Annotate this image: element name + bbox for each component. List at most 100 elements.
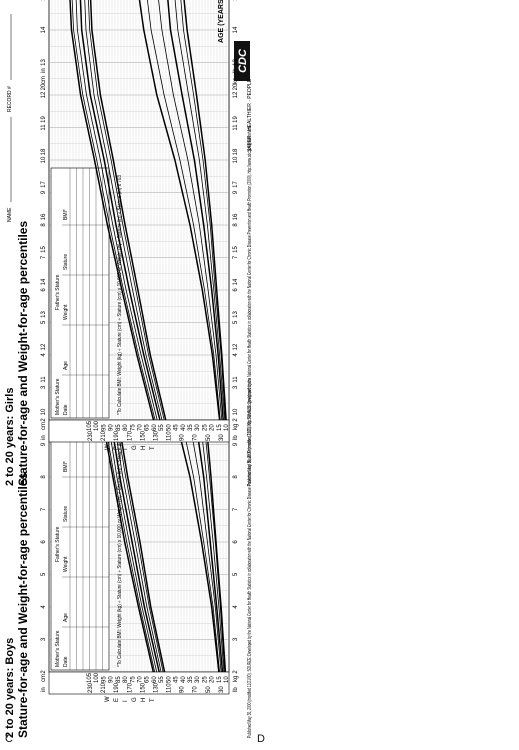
age-tick-top: 8 — [41, 223, 47, 227]
weight-p75-line — [148, 0, 223, 421]
age-tick-top: 10 — [41, 408, 47, 415]
age-tick-bottom: 3 — [233, 385, 239, 389]
weight-p5-line — [175, 0, 227, 421]
weight-lb-tick: 230 — [88, 682, 94, 693]
weight-kg-tick: 75 — [130, 676, 136, 683]
weight-kg-tick: 65 — [145, 676, 151, 683]
unit-in: in — [41, 68, 47, 73]
age-tick-top: 5 — [41, 572, 47, 576]
measurement-table — [50, 167, 110, 419]
panel-letter-c: C — [5, 733, 13, 745]
age-tick-bottom: 11 — [233, 376, 239, 383]
age-tick-top: 9 — [41, 190, 47, 194]
age-tick-top: 12 — [41, 91, 47, 98]
weight-kg-tick: 15 — [217, 424, 223, 431]
table-header-5: BMI* — [63, 209, 69, 220]
stature-p95-line — [65, 0, 155, 421]
age-tick-top: 3 — [41, 637, 47, 641]
weight-kg-tick: 15 — [217, 676, 223, 683]
weight-lb-tick: 190 — [114, 682, 120, 693]
table-header-3: Weight — [63, 556, 69, 572]
left-axis-strip — [48, 419, 230, 443]
weight-letter: G — [132, 445, 138, 450]
age-tick-bottom: 13 — [233, 59, 239, 66]
left-axis-strip — [48, 671, 230, 695]
weight-lb-tick: 110 — [167, 683, 173, 693]
weight-lb-tick: 130 — [153, 682, 159, 693]
unit-in-left: in — [41, 435, 47, 440]
age-tick-bottom: 6 — [233, 540, 239, 544]
bmi-note: *To Calculate BMI: Weight (kg) ÷ Stature… — [117, 175, 123, 415]
chart-subtitle: Stature-for-age and Weight-for-age perce… — [16, 473, 30, 738]
weight-kg-tick: 55 — [159, 676, 165, 683]
unit-kg-left: kg — [233, 676, 239, 682]
age-tick-top: 12 — [41, 343, 47, 350]
father-stature-label: Father's Stature — [55, 526, 61, 562]
age-caption-bottom: AGE (YEARS) — [218, 0, 225, 43]
weight-kg-tick: 30 — [195, 424, 201, 431]
weight-letter: E — [114, 698, 120, 702]
weight-lb-tick: 70 — [193, 686, 199, 693]
chart-svg: 2 to 20 years: Girls Stature-for-age and … — [4, 0, 253, 486]
weight-letter: W — [105, 696, 111, 702]
weight-kg-tick: 10 — [224, 424, 230, 431]
cdc-logo-text: CDC — [237, 48, 249, 73]
weight-kg-tick: 30 — [195, 676, 201, 683]
age-tick-top: 6 — [41, 288, 47, 292]
weight-kg-tick: 55 — [159, 424, 165, 431]
mother-stature-label: Mother's Stature — [55, 630, 61, 667]
weight-kg-tick: 80 — [123, 424, 129, 431]
weight-kg-tick: 90 — [109, 676, 115, 683]
age-tick-top: 7 — [41, 507, 47, 511]
age-tick-bottom: 5 — [233, 320, 239, 324]
age-tick-bottom: 17 — [233, 181, 239, 188]
chart-title: 2 to 20 years: Boys — [4, 638, 16, 738]
age-tick-bottom: 13 — [233, 311, 239, 318]
weight-lb-tick: 210 — [101, 682, 107, 693]
mother-stature-label: Mother's Stature — [55, 378, 61, 415]
weight-kg-tick: 25 — [202, 424, 208, 431]
age-tick-top: 6 — [41, 540, 47, 544]
age-tick-bottom: 2 — [233, 418, 239, 422]
age-tick-bottom: 9 — [233, 442, 239, 446]
unit-kg-left: kg — [233, 424, 239, 430]
age-tick-top: 4 — [41, 353, 47, 357]
age-tick-top: 10 — [41, 156, 47, 163]
stature-p90-line — [69, 0, 156, 421]
weight-letter: T — [150, 446, 156, 450]
age-tick-bottom: 10 — [233, 408, 239, 415]
age-tick-bottom: 12 — [233, 91, 239, 98]
weight-kg-tick: 90 — [109, 424, 115, 431]
age-tick-top: 3 — [41, 385, 47, 389]
age-tick-top: 11 — [41, 376, 47, 383]
table-header-5: BMI* — [63, 461, 69, 472]
weight-kg-tick: 80 — [123, 676, 129, 683]
stature-p50-line — [76, 0, 161, 421]
age-tick-top: 17 — [41, 181, 47, 188]
table-header-4: Stature — [63, 506, 69, 522]
age-tick-bottom: 4 — [233, 353, 239, 357]
weight-lb-tick: 90 — [180, 686, 186, 693]
age-tick-bottom: 14 — [233, 278, 239, 285]
age-tick-top: 2 — [41, 670, 47, 674]
weight-kg-tick: 65 — [145, 424, 151, 431]
weight-lb-tick: 30 — [219, 434, 225, 441]
table-header-2: Age — [63, 613, 69, 622]
age-tick-top: 4 — [41, 605, 47, 609]
age-tick-bottom: 5 — [233, 572, 239, 576]
age-tick-bottom: 15 — [233, 246, 239, 253]
age-tick-bottom: 7 — [233, 507, 239, 511]
weight-lb-tick: 50 — [206, 686, 212, 693]
weight-lb-tick: 70 — [193, 434, 199, 441]
chart-title: 2 to 20 years: Girls — [4, 388, 16, 486]
weight-lb-tick: 90 — [180, 434, 186, 441]
father-stature-label: Father's Stature — [55, 274, 61, 310]
age-tick-top: 14 — [41, 278, 47, 285]
age-tick-bottom: 19 — [233, 116, 239, 123]
age-tick-top: 19 — [41, 116, 47, 123]
age-tick-top: 16 — [41, 213, 47, 220]
age-tick-top: 11 — [41, 124, 47, 131]
stature-p10-line — [85, 0, 165, 421]
unit-cm-left: cm — [41, 422, 47, 430]
panel-letter-d: D — [257, 733, 265, 745]
